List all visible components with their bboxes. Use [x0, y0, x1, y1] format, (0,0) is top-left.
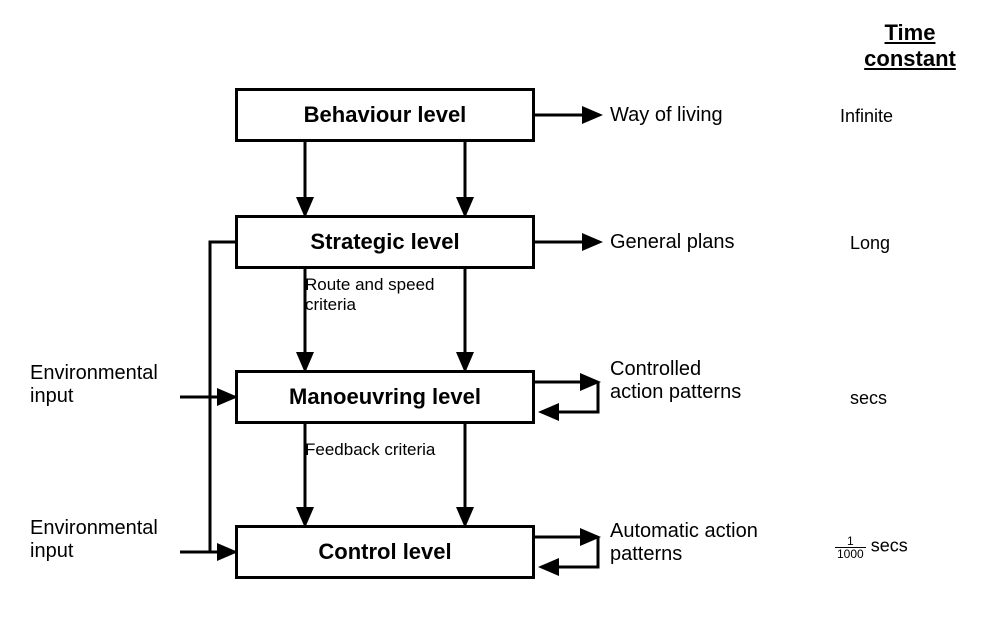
environmental-input-1-label: Environmentalinput	[30, 362, 158, 408]
route-speed-criteria-label: Route and speedcriteria	[305, 275, 435, 315]
time-constant-infinite: Infinite	[840, 106, 893, 127]
manoeuvring-level-label: Manoeuvring level	[289, 384, 481, 410]
automatic-action-patterns-label: Automatic actionpatterns	[610, 520, 758, 566]
time-constant-secs: secs	[850, 388, 887, 409]
control-level-label: Control level	[318, 539, 451, 565]
control-level-box: Control level	[235, 525, 535, 579]
general-plans-label: General plans	[610, 231, 735, 254]
strategic-level-label: Strategic level	[310, 229, 459, 255]
environmental-input-2-label: Environmentalinput	[30, 517, 158, 563]
strategic-level-box: Strategic level	[235, 215, 535, 269]
time-constant-header: Timeconstant	[830, 20, 981, 72]
time-constant-fraction: 11000 secs	[835, 535, 908, 560]
manoeuvring-level-box: Manoeuvring level	[235, 370, 535, 424]
way-of-living-label: Way of living	[610, 104, 723, 127]
feedback-criteria-label: Feedback criteria	[305, 440, 435, 460]
controlled-action-patterns-label: Controlledaction patterns	[610, 358, 741, 404]
behaviour-level-label: Behaviour level	[304, 102, 467, 128]
diagram-canvas: Timeconstant Behaviour level Strategic l…	[0, 0, 981, 642]
time-constant-long: Long	[850, 233, 890, 254]
behaviour-level-box: Behaviour level	[235, 88, 535, 142]
